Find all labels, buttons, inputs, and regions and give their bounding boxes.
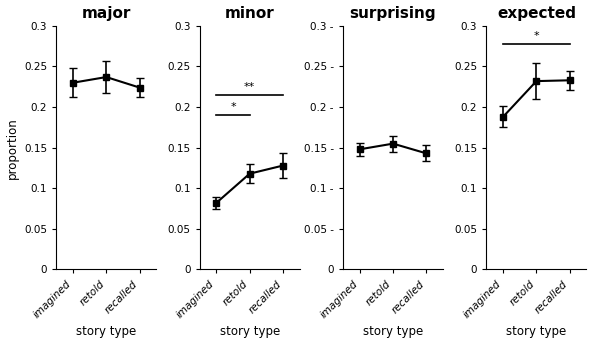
Text: *: * [230,102,236,112]
Y-axis label: proportion: proportion [5,117,18,179]
X-axis label: story type: story type [363,325,423,338]
X-axis label: story type: story type [506,325,567,338]
Text: **: ** [244,82,255,92]
Title: surprising: surprising [350,6,436,21]
Title: major: major [82,6,131,21]
X-axis label: story type: story type [220,325,280,338]
Text: *: * [533,31,539,41]
Title: expected: expected [497,6,576,21]
Title: minor: minor [225,6,275,21]
X-axis label: story type: story type [76,325,136,338]
